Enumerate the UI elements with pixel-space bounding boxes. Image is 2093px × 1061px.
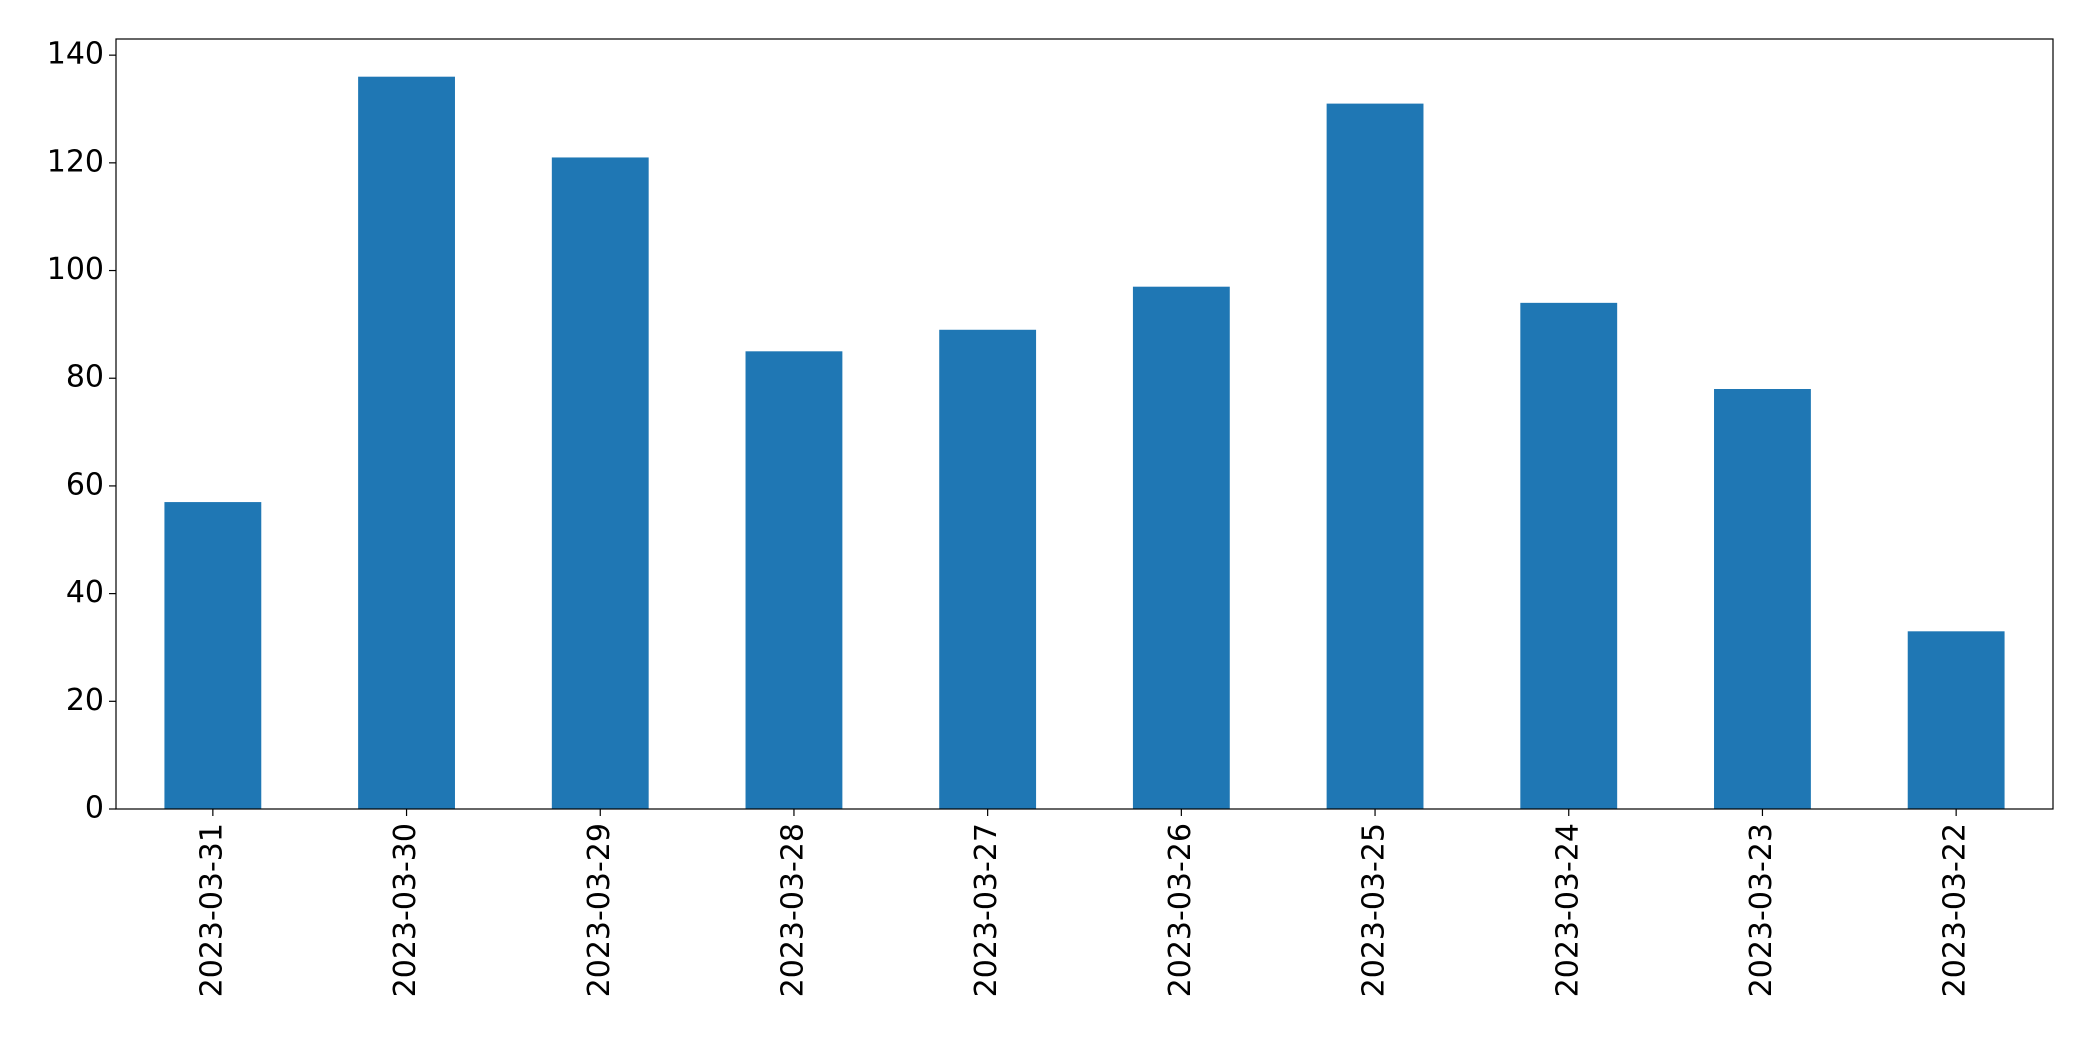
x-tick-label: 2023-03-24 [1550, 823, 1585, 997]
y-tick-label: 40 [66, 575, 104, 610]
bar [1326, 103, 1424, 810]
x-tick-label: 2023-03-25 [1357, 823, 1392, 997]
x-tick-label: 2023-03-31 [194, 823, 229, 997]
y-tick-label: 80 [66, 360, 104, 395]
bar [1714, 389, 1811, 809]
y-tick-label: 20 [66, 683, 104, 718]
y-tick-label: 0 [85, 791, 104, 826]
bar [358, 76, 455, 809]
bar [745, 351, 843, 809]
bar [1520, 302, 1618, 809]
plot-frame [115, 38, 2054, 810]
x-tick-label: 2023-03-23 [1744, 823, 1779, 997]
x-tick-label: 2023-03-22 [1938, 823, 1973, 997]
y-tick-label: 140 [47, 37, 104, 72]
bar [1907, 631, 2005, 809]
bar [1132, 286, 1230, 809]
x-tick-label: 2023-03-27 [969, 823, 1004, 997]
x-tick-label: 2023-03-30 [388, 823, 423, 997]
x-tick-label: 2023-03-29 [582, 823, 617, 997]
bar [551, 157, 649, 809]
y-tick-label: 120 [47, 144, 104, 179]
x-tick-label: 2023-03-26 [1163, 823, 1198, 997]
bar [939, 329, 1037, 809]
y-tick-label: 100 [47, 252, 104, 287]
x-tick-label: 2023-03-28 [775, 823, 810, 997]
y-tick-label: 60 [66, 467, 104, 502]
bar [164, 502, 262, 809]
